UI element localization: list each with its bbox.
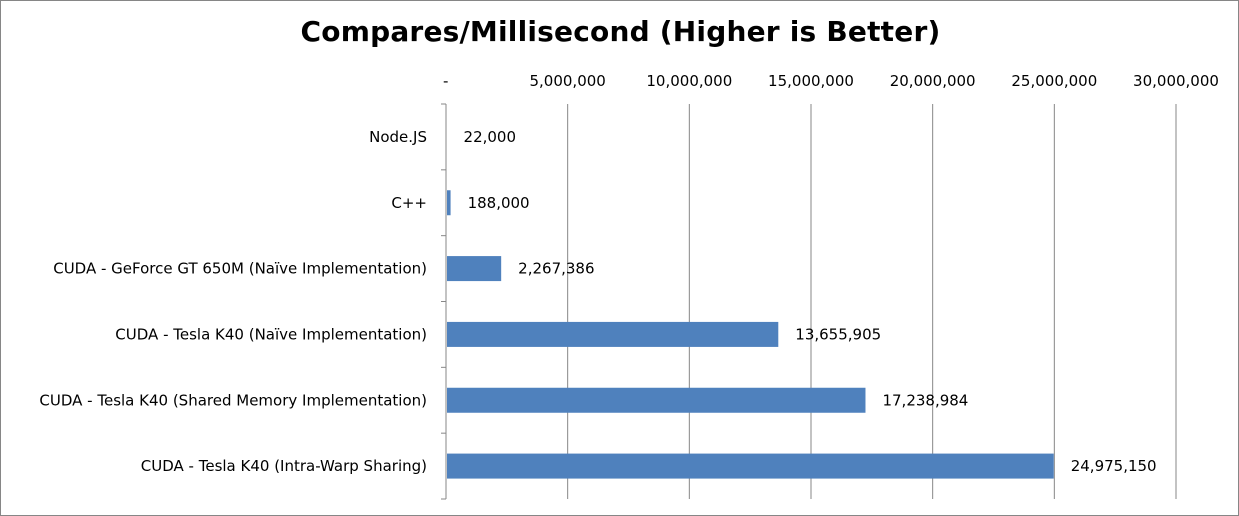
bar: [447, 256, 502, 282]
category-label: Node.JS: [369, 128, 427, 146]
x-tick-label: -: [443, 72, 448, 90]
bar: [447, 387, 866, 413]
data-label: 13,655,905: [795, 325, 881, 343]
category-label: CUDA - Tesla K40 (Shared Memory Implemen…: [39, 391, 427, 409]
bar: [447, 190, 451, 216]
category-label: CUDA - Tesla K40 (Intra-Warp Sharing): [141, 457, 427, 475]
data-label: 17,238,984: [882, 391, 968, 409]
category-label: CUDA - GeForce GT 650M (Naïve Implementa…: [53, 260, 427, 278]
category-label: C++: [391, 194, 427, 212]
x-tick-label: 20,000,000: [890, 72, 976, 90]
data-label: 22,000: [464, 128, 517, 146]
data-label: 24,975,150: [1071, 457, 1157, 475]
x-tick-label: 25,000,000: [1011, 72, 1097, 90]
x-tick-label: 15,000,000: [768, 72, 854, 90]
bar: [447, 453, 1054, 479]
category-label: CUDA - Tesla K40 (Naïve Implementation): [115, 325, 427, 343]
data-label: 2,267,386: [518, 260, 594, 278]
bar: [447, 321, 779, 347]
data-label: 188,000: [468, 194, 530, 212]
x-tick-label: 5,000,000: [529, 72, 605, 90]
chart-title: Compares/Millisecond (Higher is Better): [300, 15, 941, 48]
x-tick-label: 30,000,000: [1133, 72, 1219, 90]
x-tick-label: 10,000,000: [646, 72, 732, 90]
